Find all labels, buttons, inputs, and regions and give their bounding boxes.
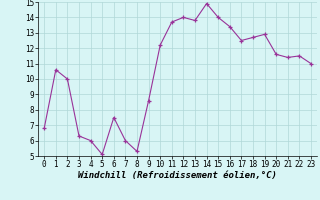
X-axis label: Windchill (Refroidissement éolien,°C): Windchill (Refroidissement éolien,°C) [78,171,277,180]
